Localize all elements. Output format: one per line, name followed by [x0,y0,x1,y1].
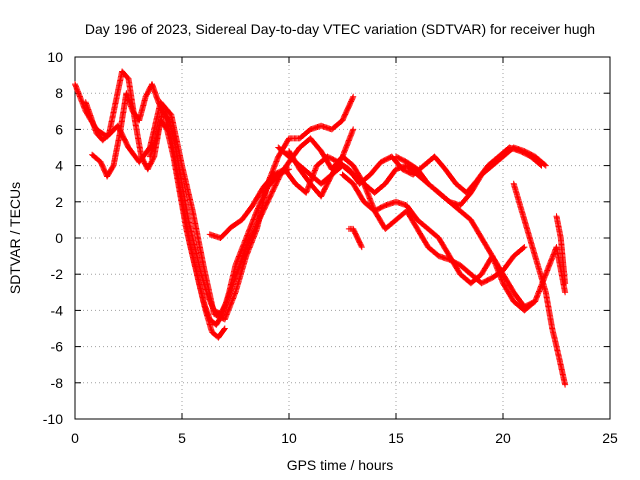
y-tick-label: -4 [51,302,64,318]
data-point [562,280,569,287]
data-point [358,242,365,249]
series-track-12 [553,213,569,287]
y-tick-label: 4 [55,158,63,174]
x-axis-ticks: 0 5 10 15 20 25 [71,57,618,446]
x-tick-label: 20 [495,430,511,446]
data-point [562,289,569,296]
series-track-4 [146,108,357,317]
y-tick-label: 0 [55,230,63,246]
y-tick-label: 8 [55,85,63,101]
chart-title: Day 196 of 2023, Sidereal Day-to-day VTE… [85,21,595,37]
data-point [358,244,365,251]
data-point [562,381,569,388]
data-points [72,68,569,388]
y-tick-label: -8 [51,375,64,391]
x-tick-label: 5 [178,430,186,446]
x-axis-label: GPS time / hours [287,457,394,473]
x-tick-label: 10 [281,430,297,446]
y-tick-label: 6 [55,121,63,137]
x-tick-label: 0 [71,430,79,446]
data-point [221,325,228,332]
y-tick-label: -6 [51,339,64,355]
y-axis-label: SDTVAR / TECUs [7,182,23,294]
data-point [541,161,548,168]
grid-lines [75,57,610,419]
y-tick-label: -2 [51,266,64,282]
x-tick-label: 15 [388,430,404,446]
x-tick-label: 25 [602,430,618,446]
data-point [350,126,357,133]
data-point [521,244,528,251]
data-point [221,326,228,333]
series-track-10 [345,225,365,251]
y-tick-label: -10 [43,411,63,427]
y-tick-label: 10 [47,49,63,65]
y-axis-ticks: -10 -8 -6 -4 -2 0 2 4 6 8 10 [43,49,610,427]
series-track-11 [510,180,569,388]
data-point [520,244,527,251]
data-point [542,162,549,169]
y-tick-label: 2 [55,194,63,210]
data-point [350,93,357,100]
